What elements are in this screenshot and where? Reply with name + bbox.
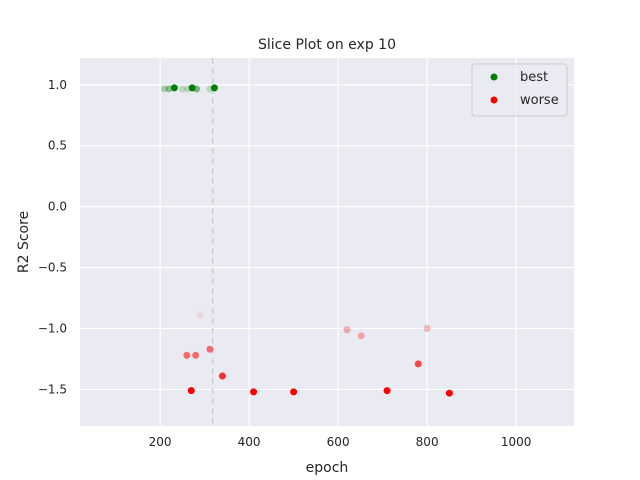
point-worse bbox=[206, 345, 214, 353]
point-best bbox=[193, 85, 201, 93]
point-worse bbox=[192, 351, 200, 359]
point-best bbox=[170, 84, 178, 92]
legend-marker-best bbox=[490, 73, 498, 81]
point-worse bbox=[196, 311, 204, 319]
y-tick-label: −0.5 bbox=[38, 261, 67, 275]
x-tick-label: 1000 bbox=[501, 435, 532, 449]
point-worse bbox=[343, 326, 351, 334]
point-best bbox=[165, 85, 173, 93]
plot-area bbox=[80, 58, 574, 426]
data-points bbox=[161, 84, 453, 397]
x-tick-label: 200 bbox=[149, 435, 172, 449]
chart-title: Slice Plot on exp 10 bbox=[258, 37, 396, 53]
y-tick-label: 0.5 bbox=[48, 139, 67, 153]
x-tick-label: 400 bbox=[238, 435, 261, 449]
point-worse bbox=[183, 351, 191, 359]
y-tick-label: 0.0 bbox=[48, 200, 67, 214]
point-worse bbox=[250, 388, 258, 396]
grid-lines bbox=[80, 58, 574, 426]
x-tick-labels: 200 400 600 800 1000 bbox=[149, 435, 532, 449]
point-best bbox=[178, 85, 186, 93]
point-worse bbox=[423, 325, 431, 333]
y-tick-label: −1.5 bbox=[38, 382, 67, 396]
x-tick-label: 800 bbox=[416, 435, 439, 449]
y-tick-labels: 1.0 0.5 0.0 −0.5 −1.0 −1.5 bbox=[38, 78, 67, 397]
x-axis-title: epoch bbox=[306, 460, 349, 476]
legend-label-worse: worse bbox=[520, 93, 559, 108]
legend-label-best: best bbox=[520, 70, 548, 85]
point-worse bbox=[445, 389, 453, 397]
y-tick-label: 1.0 bbox=[48, 78, 67, 92]
legend-marker-worse bbox=[490, 96, 498, 104]
y-axis-title: R2 Score bbox=[16, 211, 32, 273]
point-best bbox=[161, 85, 169, 93]
point-worse bbox=[218, 372, 226, 380]
legend: best worse bbox=[471, 63, 568, 117]
y-tick-label: −1.0 bbox=[38, 322, 67, 336]
point-worse bbox=[187, 387, 195, 395]
point-worse bbox=[290, 388, 298, 396]
point-worse bbox=[383, 387, 391, 395]
point-worse bbox=[414, 360, 422, 368]
x-tick-label: 600 bbox=[327, 435, 350, 449]
point-best bbox=[210, 84, 218, 92]
point-worse bbox=[357, 332, 365, 340]
